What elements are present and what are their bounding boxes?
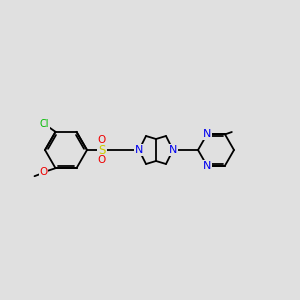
Text: O: O <box>98 135 106 145</box>
Text: Cl: Cl <box>40 119 49 129</box>
Text: S: S <box>98 143 106 157</box>
Text: O: O <box>39 167 48 177</box>
Text: N: N <box>203 160 211 171</box>
Text: O: O <box>98 155 106 165</box>
Text: N: N <box>169 145 177 155</box>
Text: N: N <box>203 129 211 140</box>
Text: N: N <box>135 145 143 155</box>
